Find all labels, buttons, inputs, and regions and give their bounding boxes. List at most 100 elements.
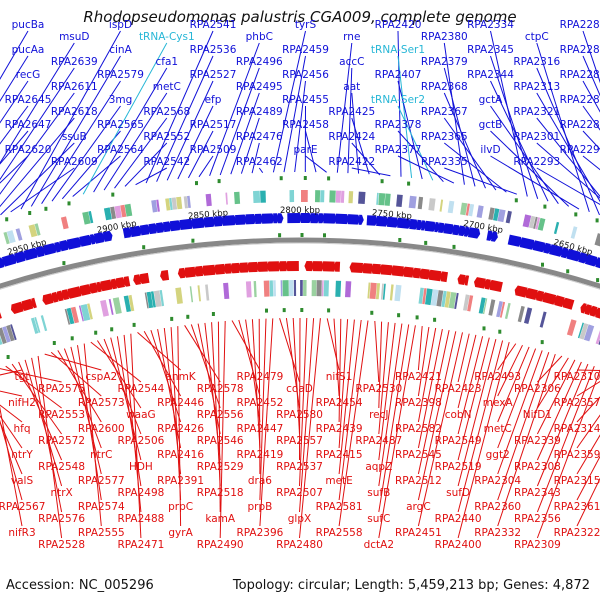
reverse-gene-arrow	[223, 263, 232, 274]
forward-cog-block	[465, 203, 470, 216]
bottom-label-leader	[338, 319, 362, 501]
top-label-leader	[490, 105, 559, 204]
reverse-cog-block	[478, 297, 486, 314]
bottom-label-leader	[333, 318, 340, 397]
bottom-label-leader	[417, 327, 437, 423]
forward-gene-label: RPA2462	[236, 156, 283, 168]
reverse-gene-label: RPA2357	[554, 397, 600, 409]
reverse-cog-block	[189, 286, 194, 303]
top-label-leader	[0, 117, 75, 208]
forward-cog-block	[114, 205, 122, 219]
reverse-gene-label: RPA2548	[38, 461, 85, 473]
top-label-leader	[272, 30, 306, 173]
forward-gene-label: RPA2321	[513, 106, 560, 118]
gc-mark-outer	[327, 176, 331, 181]
bottom-label-leader	[217, 321, 221, 513]
forward-gene-label: RPA2647	[5, 119, 52, 131]
forward-gene-label: RPA2456	[282, 69, 329, 81]
genome-backbone	[0, 237, 600, 289]
reverse-cog-block	[380, 283, 384, 300]
forward-cog-block	[439, 199, 444, 212]
forward-cog-block	[176, 196, 183, 210]
forward-gene-label: RPA2316	[513, 56, 560, 68]
forward-gene-label: RPA2496	[236, 56, 283, 68]
gc-mark-inner	[566, 269, 570, 274]
reverse-cog-block	[0, 336, 3, 345]
top-label-leader	[0, 92, 75, 195]
forward-gene-label: ssuB	[62, 131, 87, 143]
gc-mark-outer	[279, 176, 283, 181]
gc-mark-inner	[452, 244, 456, 249]
forward-cog-block	[6, 230, 16, 244]
reverse-gene-label: RPA2451	[395, 527, 442, 539]
top-label-leader	[305, 155, 327, 173]
top-label-leader	[536, 117, 600, 198]
forward-cog-block	[348, 191, 354, 204]
bottom-label-leader	[0, 419, 23, 501]
forward-gene-label: RPA2611	[51, 81, 98, 93]
bottom-label-leader	[258, 318, 261, 475]
forward-cog-block	[378, 193, 386, 206]
reverse-cog-block	[175, 287, 183, 304]
reverse-cog-block	[394, 284, 402, 302]
reverse-gene-arrow	[66, 286, 82, 299]
reverse-cog-block	[467, 295, 474, 312]
reverse-gene-label: waaG	[126, 409, 156, 421]
forward-gene-arrow	[323, 213, 337, 224]
forward-gene-label: RPA2536	[190, 44, 237, 56]
forward-gene-arrow	[129, 225, 142, 238]
reverse-gene-label: gyrA	[168, 527, 193, 539]
forward-gene-label: RPA2568	[143, 106, 190, 118]
top-label-leader	[351, 167, 391, 177]
top-label-leader	[0, 130, 29, 165]
forward-cog-block	[151, 199, 158, 213]
top-label-leader	[536, 142, 600, 199]
gc-mark-lower	[265, 308, 268, 313]
reverse-cog-block	[482, 298, 488, 315]
reverse-gene-arrow	[194, 265, 204, 277]
top-label-leader	[61, 130, 121, 200]
bottom-label-leader	[0, 406, 23, 527]
bottom-label-leader	[292, 317, 300, 435]
forward-cog-block	[301, 190, 308, 202]
top-label-leader	[219, 67, 260, 176]
reverse-gene-arrow	[427, 269, 442, 282]
bottom-label-leader	[299, 317, 301, 461]
reverse-cog-block	[454, 292, 459, 309]
top-label-leader	[443, 42, 465, 185]
bottom-label-leader	[497, 352, 550, 501]
reverse-gene-label: RPA2471	[117, 539, 164, 551]
reverse-gene-label: RPA2490	[197, 539, 244, 551]
forward-gene-label: RPA2458	[282, 119, 329, 131]
reverse-cog-block	[197, 285, 201, 302]
gc-mark-outer	[543, 204, 547, 209]
reverse-gene-arrow	[321, 261, 335, 272]
gc-mark-outer	[5, 217, 9, 222]
bottom-label-leader	[457, 337, 490, 461]
forward-gene-arrow	[560, 247, 569, 259]
reverse-cog-block	[436, 290, 444, 307]
reverse-cog-block	[496, 301, 503, 318]
forward-cog-block	[594, 233, 600, 247]
forward-cog-block	[488, 207, 495, 220]
reverse-gene-arrow	[333, 261, 341, 272]
forward-cog-block	[187, 195, 191, 208]
forward-gene-arrow	[0, 257, 5, 269]
bottom-label-leader	[537, 355, 563, 383]
top-label-leader	[582, 30, 600, 84]
reverse-cog-block	[463, 294, 470, 311]
reverse-gene-arrow	[541, 292, 557, 305]
forward-cog-block	[533, 216, 538, 229]
reverse-gene-arrow	[463, 275, 470, 286]
gc-mark-outer	[595, 218, 599, 223]
reverse-cog-block	[253, 281, 257, 298]
reverse-gene-label: RPA2304	[474, 475, 521, 487]
reverse-gene-arrow	[402, 266, 414, 278]
bottom-label-leader	[338, 320, 369, 527]
forward-gene-label: RPA2489	[236, 106, 283, 118]
forward-cog-block	[234, 191, 241, 205]
reverse-cog-block	[430, 289, 439, 306]
reverse-gene-label: RPA2518	[197, 487, 244, 499]
forward-gene-label: metC	[153, 81, 181, 93]
gc-mark-outer	[28, 211, 32, 215]
